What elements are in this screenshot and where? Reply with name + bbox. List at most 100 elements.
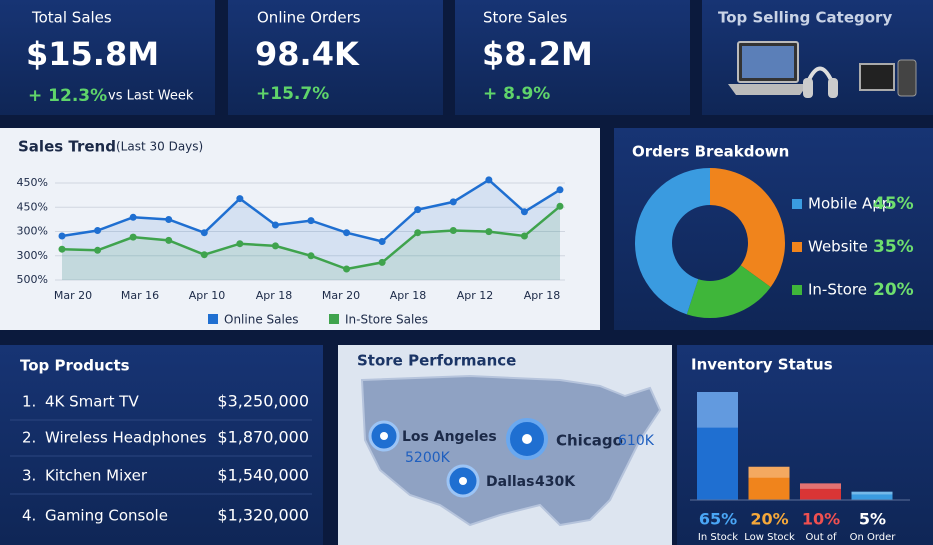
value-label: 20% xyxy=(873,280,914,300)
product-name: Gaming Console xyxy=(45,507,168,525)
legend-label: In-Store Sales xyxy=(345,313,428,327)
category-label: Low Stock xyxy=(744,532,795,543)
panel-title: Sales Trend xyxy=(18,138,116,156)
line-chart: 450% 450% 300% 300% 500% Mar 20 Mar 16 Apr 10 Ap… xyxy=(17,176,565,327)
product-rank: 1. xyxy=(22,393,36,411)
y-tick-label: 300% xyxy=(17,249,48,262)
bar xyxy=(851,491,893,500)
store-name: Chicago xyxy=(556,432,623,450)
y-tick-label: 500% xyxy=(17,273,48,286)
bar-highlight xyxy=(697,392,738,428)
point xyxy=(307,217,315,225)
bar xyxy=(748,466,790,500)
point xyxy=(556,202,564,210)
value-label: 35% xyxy=(873,237,914,257)
bar xyxy=(697,392,738,500)
area xyxy=(62,179,560,280)
store-name: Los Angeles xyxy=(402,429,497,445)
point xyxy=(343,265,351,273)
point xyxy=(520,232,528,240)
kpi-value: 98.4K xyxy=(255,35,360,73)
legend-swatch xyxy=(208,314,218,324)
value-label: 65% xyxy=(699,510,737,529)
product-value: $3,250,000 xyxy=(217,392,309,411)
donut-slice xyxy=(635,168,710,315)
product-name: 4K Smart TV xyxy=(45,393,139,411)
legend-swatch xyxy=(792,199,802,209)
kpi-title: Store Sales xyxy=(483,9,568,27)
product-name: Wireless Headphones xyxy=(45,429,207,447)
card xyxy=(228,0,443,115)
kpi-title: Total Sales xyxy=(31,9,112,27)
point xyxy=(414,229,422,237)
x-tick-label: Apr 18 xyxy=(390,289,427,302)
point xyxy=(165,216,173,223)
legend-label: Online Sales xyxy=(224,313,298,327)
kpi-title: Online Orders xyxy=(257,9,361,27)
x-tick-label: Apr 18 xyxy=(524,289,561,302)
legend-label: Website xyxy=(808,238,868,256)
panel-title: Top Products xyxy=(20,357,130,375)
x-tick-label: Mar 20 xyxy=(54,289,92,302)
product-value: $1,870,000 xyxy=(217,428,309,447)
products-panel xyxy=(0,345,323,545)
kpi-change: +15.7% xyxy=(256,84,329,104)
x-tick-label: Apr 12 xyxy=(457,289,494,302)
donut-slice xyxy=(686,265,771,318)
x-tick-label: Mar 16 xyxy=(121,289,159,302)
point xyxy=(378,258,386,266)
point xyxy=(307,252,315,260)
point xyxy=(449,198,457,206)
value-label: 5% xyxy=(859,510,886,529)
point xyxy=(94,227,102,234)
y-tick-label: 450% xyxy=(17,200,48,213)
card xyxy=(0,0,215,115)
marker xyxy=(506,418,548,460)
panel-title: Orders Breakdown xyxy=(632,143,789,161)
panel-subtitle: (Last 30 Days) xyxy=(116,140,203,154)
product-rank: 2. xyxy=(22,429,36,447)
panel-title: Store Performance xyxy=(357,352,516,370)
legend-swatch xyxy=(792,285,802,295)
donut-slice xyxy=(710,168,786,288)
category-label: On Order xyxy=(850,532,897,543)
point xyxy=(165,236,173,244)
product-rank: 4. xyxy=(22,507,36,525)
area xyxy=(62,206,560,280)
kpi-value: $8.2M xyxy=(482,35,593,73)
point xyxy=(200,229,208,237)
product-rank: 3. xyxy=(22,467,36,485)
kpi-change: + 8.9% xyxy=(483,84,550,104)
point xyxy=(449,227,457,234)
value-label: 45% xyxy=(873,194,914,214)
category-label: Out of xyxy=(806,532,837,543)
x-tick-label: Apr 18 xyxy=(256,289,293,302)
point xyxy=(343,229,351,237)
bar-highlight xyxy=(800,483,841,489)
marker xyxy=(446,464,480,498)
point xyxy=(520,208,528,216)
point xyxy=(236,240,244,248)
point xyxy=(58,245,66,253)
point xyxy=(94,246,102,254)
panel-title: Inventory Status xyxy=(691,356,833,374)
store-value: 610K xyxy=(618,433,655,449)
point xyxy=(485,228,493,236)
store-name: Dallas xyxy=(486,474,534,490)
y-tick-label: 450% xyxy=(17,176,48,189)
point xyxy=(129,233,137,241)
point xyxy=(200,251,208,259)
kpi-change: + 12.3% xyxy=(28,86,107,106)
point xyxy=(414,206,422,214)
store-value: 5200K xyxy=(405,450,451,466)
value-label: 20% xyxy=(750,510,788,529)
legend-swatch xyxy=(329,314,339,324)
bar-chart: 65% In Stock 20% Low Stock 10% Out of 5% On Ord… xyxy=(690,392,910,543)
product-value: $1,540,000 xyxy=(217,466,309,485)
kpi-value: $15.8M xyxy=(26,35,159,73)
category-label: In Stock xyxy=(698,532,738,543)
point xyxy=(378,238,386,245)
legend-label: Mobile App xyxy=(808,195,891,213)
